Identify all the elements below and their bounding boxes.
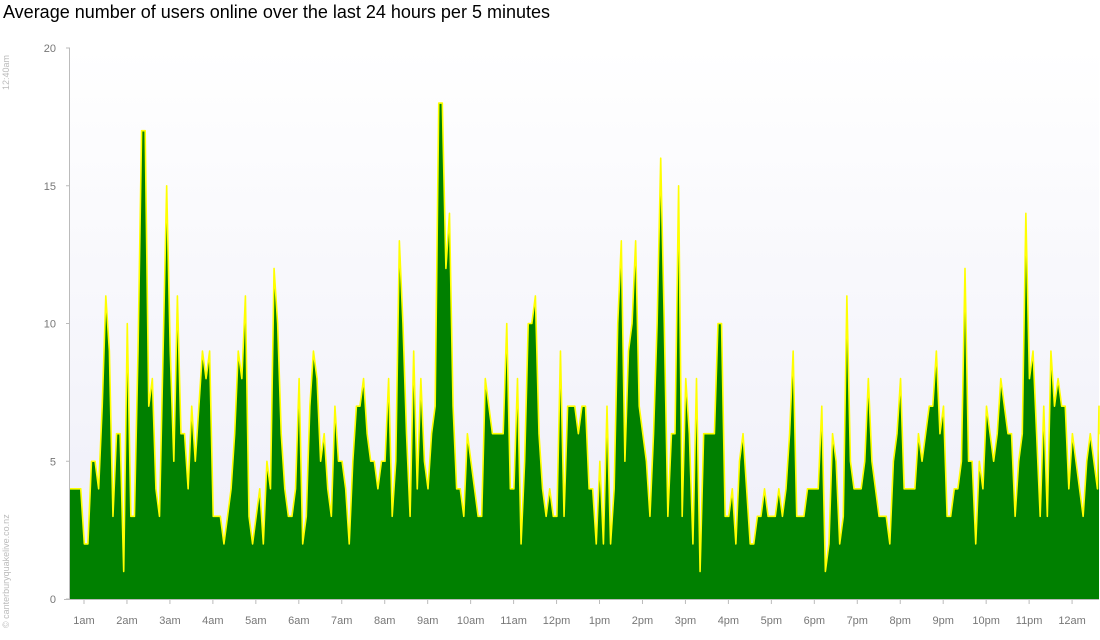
x-tick-label: 8pm xyxy=(890,615,911,627)
x-tick-label: 3am xyxy=(159,615,180,627)
x-tick-label: 10am xyxy=(457,615,485,627)
x-tick-label: 11am xyxy=(500,615,527,627)
x-tick-label: 12am xyxy=(1058,615,1086,627)
x-tick-label: 11pm xyxy=(1016,615,1043,627)
x-tick-label: 1am xyxy=(73,615,94,627)
x-tick-label: 7am xyxy=(331,615,352,627)
y-tick-label: 5 xyxy=(50,456,56,468)
x-tick-label: 2pm xyxy=(632,615,653,627)
x-tick-label: 6am xyxy=(288,615,309,627)
x-tick-label: 5pm xyxy=(761,615,782,627)
x-tick-label: 5am xyxy=(245,615,266,627)
x-tick-label: 6pm xyxy=(804,615,825,627)
x-tick-label: 4am xyxy=(202,615,223,627)
x-tick-label: 1pm xyxy=(589,615,610,627)
x-tick-label: 7pm xyxy=(847,615,868,627)
x-tick-label: 3pm xyxy=(675,615,696,627)
y-tick-label: 0 xyxy=(50,594,56,606)
y-tick-label: 20 xyxy=(44,43,56,55)
x-tick-label: 2am xyxy=(116,615,137,627)
x-tick-label: 10pm xyxy=(972,615,1000,627)
area-fill xyxy=(70,103,1099,599)
y-tick-label: 10 xyxy=(44,319,56,331)
x-tick-label: 9am xyxy=(417,615,438,627)
x-tick-label: 12pm xyxy=(543,615,571,627)
x-tick-label: 9pm xyxy=(932,615,953,627)
series-line xyxy=(70,102,1100,573)
x-tick-label: 4pm xyxy=(718,615,739,627)
x-tick-label: 8am xyxy=(374,615,395,627)
y-tick-label: 15 xyxy=(44,181,56,193)
chart-title: Average number of users online over the … xyxy=(3,2,550,22)
